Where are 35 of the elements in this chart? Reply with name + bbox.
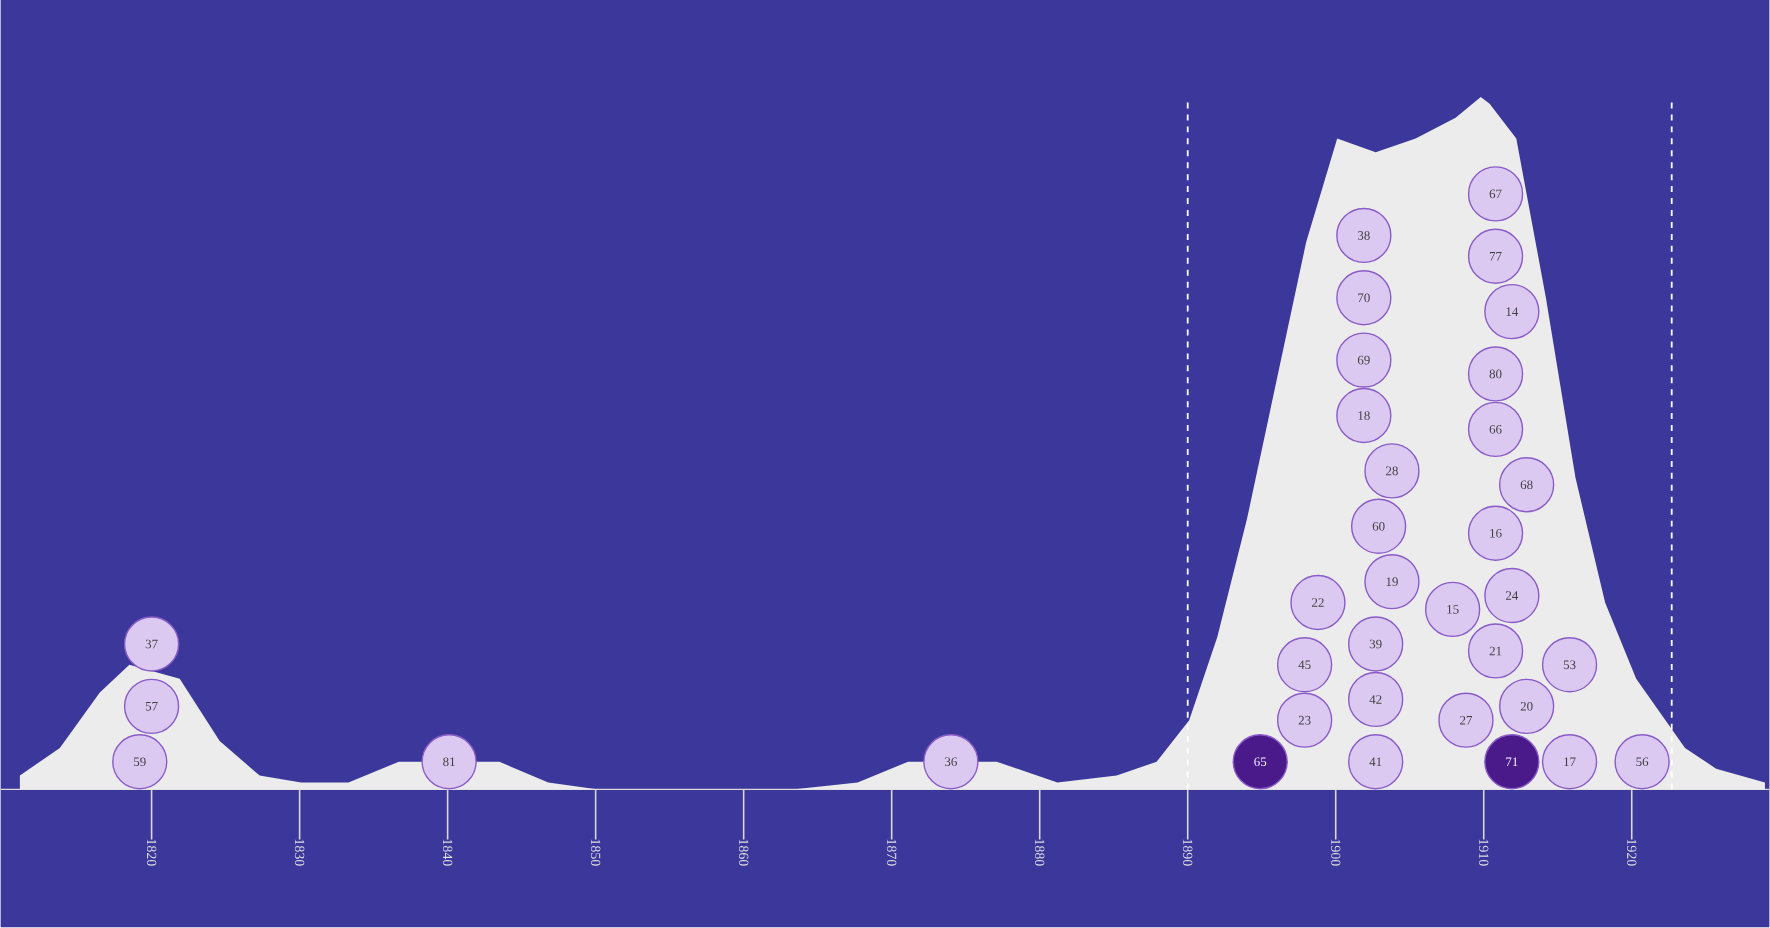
- point: [1467, 228, 1524, 285]
- point: [1350, 498, 1407, 555]
- point: [1336, 208, 1392, 264]
- point: [1364, 554, 1420, 610]
- point: [1290, 575, 1346, 631]
- point: [1232, 734, 1288, 790]
- point: [1336, 388, 1392, 444]
- point: [1467, 401, 1524, 458]
- point: [1348, 672, 1404, 728]
- point: [1541, 734, 1598, 790]
- point: [1424, 582, 1481, 638]
- point: [1276, 637, 1333, 693]
- point: [1467, 505, 1524, 562]
- point: [421, 734, 477, 790]
- point: [923, 734, 979, 790]
- point: [1276, 692, 1333, 749]
- point: [1498, 678, 1555, 735]
- point: [1336, 332, 1392, 389]
- point: [1348, 734, 1404, 790]
- point: [1541, 637, 1598, 693]
- point: [1348, 616, 1404, 673]
- point: [1484, 568, 1540, 624]
- point: [112, 734, 168, 790]
- point: [1614, 734, 1670, 790]
- point: [1364, 443, 1420, 499]
- point: [1467, 166, 1524, 222]
- point: [1336, 270, 1392, 326]
- point: [1484, 284, 1540, 340]
- point: [1467, 623, 1524, 679]
- point: [123, 678, 180, 735]
- point: [1467, 346, 1524, 402]
- point: [1438, 692, 1494, 749]
- point: [1498, 457, 1555, 513]
- point: [1484, 734, 1540, 790]
- point: [123, 616, 180, 673]
